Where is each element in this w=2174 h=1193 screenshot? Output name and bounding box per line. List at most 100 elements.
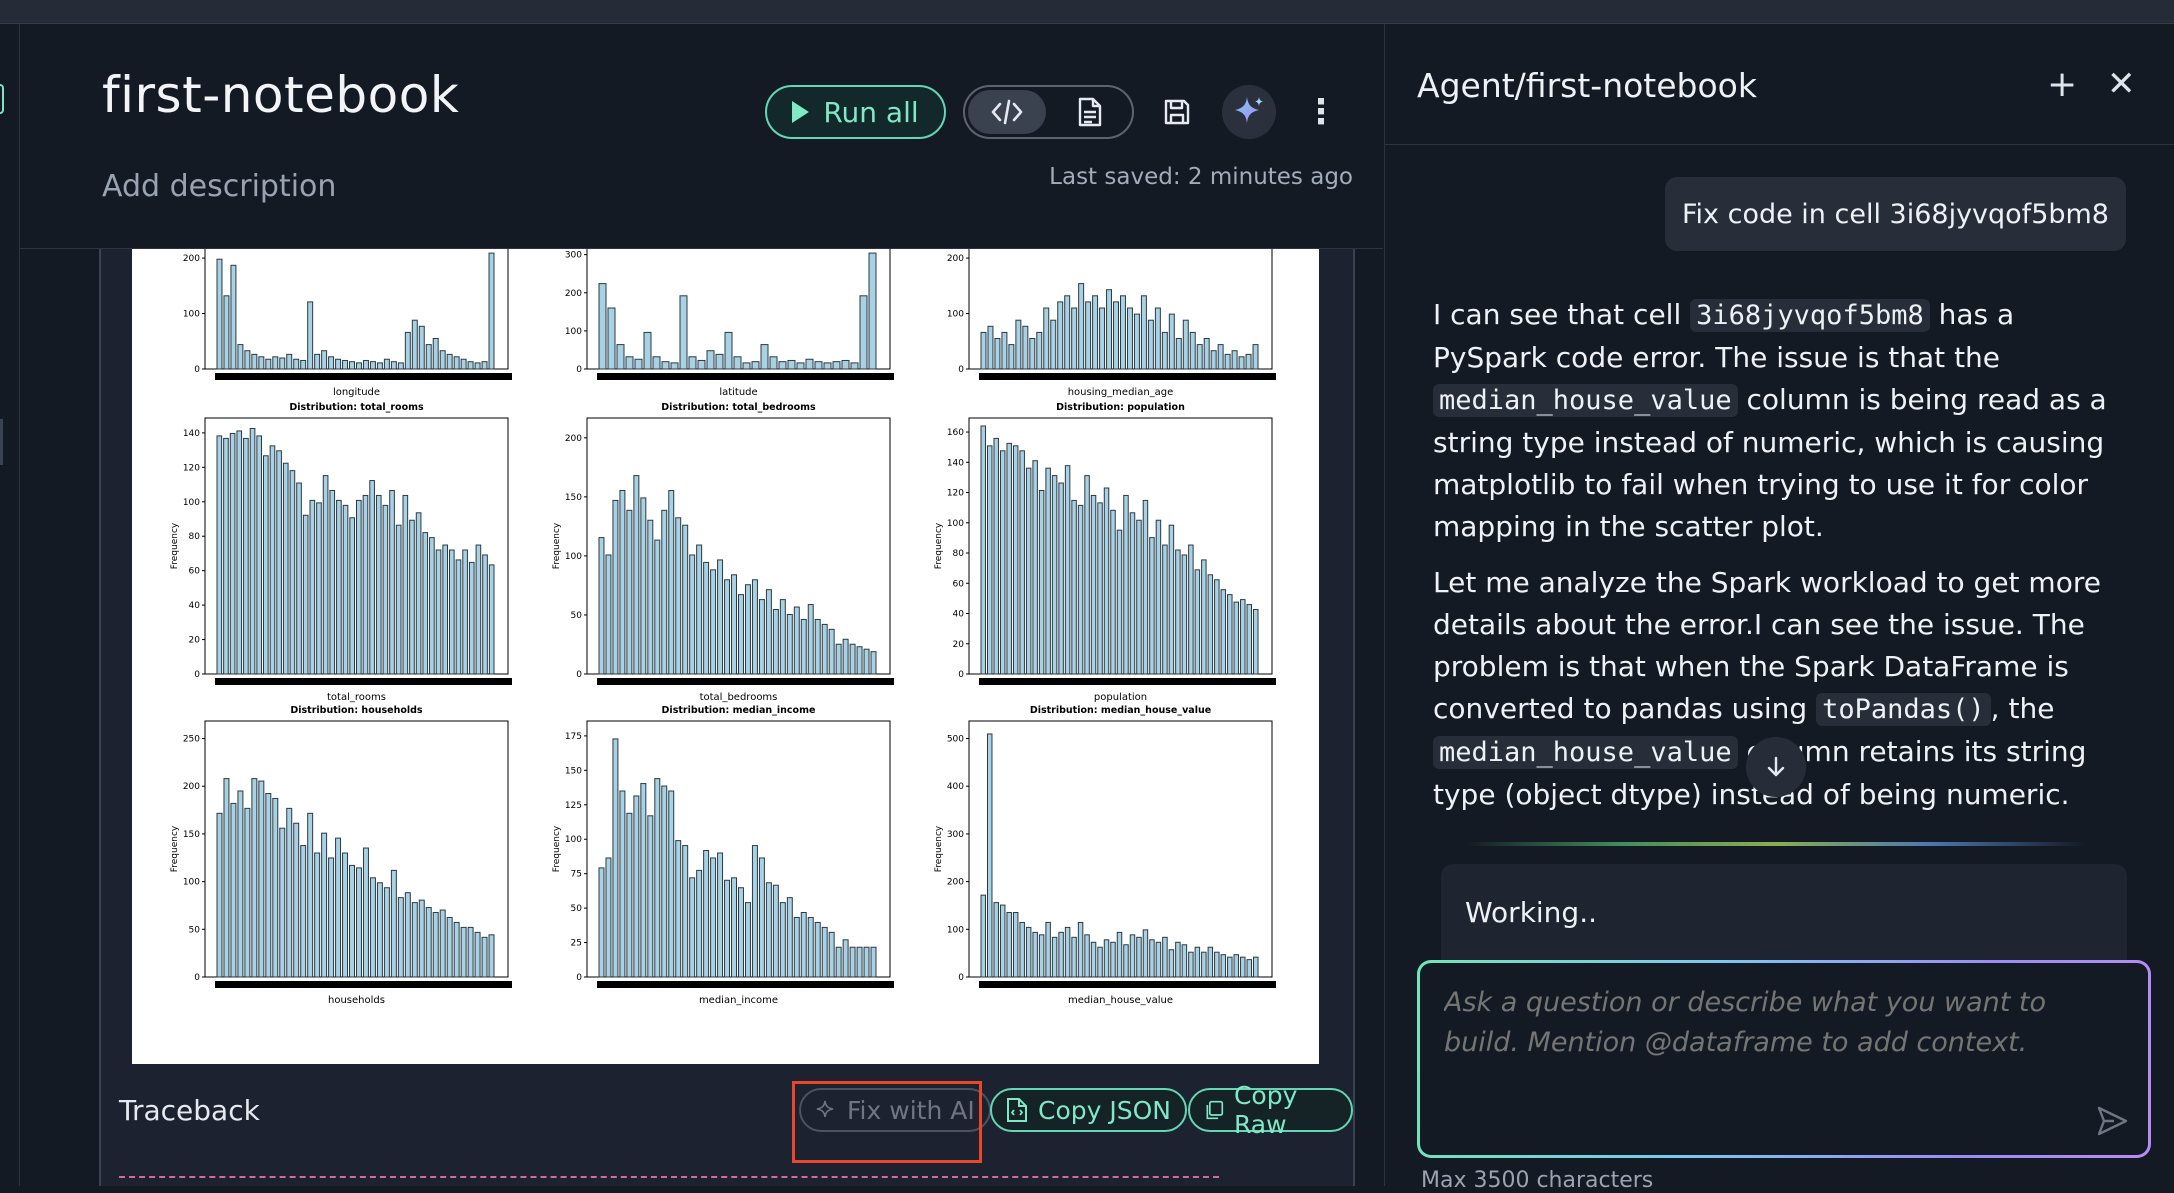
histogram-bar <box>1154 307 1161 370</box>
y-tick-label: 120 <box>183 463 200 473</box>
close-icon[interactable]: ✕ <box>2107 64 2136 104</box>
histogram-bar <box>772 884 779 978</box>
y-tick-label: 140 <box>183 429 200 439</box>
histogram-bar <box>744 902 751 978</box>
histogram-bar <box>1129 512 1136 675</box>
fix-with-ai-button[interactable]: Fix with AI <box>799 1088 991 1132</box>
histogram-bar <box>362 847 369 978</box>
histogram-bar <box>1051 936 1058 978</box>
rail-resize-handle[interactable] <box>0 419 3 465</box>
sparkle-icon <box>1235 97 1263 123</box>
inline-code: toPandas() <box>1816 693 1991 726</box>
histogram-bar <box>842 638 849 675</box>
histogram-bar <box>1071 936 1077 978</box>
y-tick-label: 100 <box>183 498 200 508</box>
histogram-bar <box>1090 494 1097 675</box>
more-vertical-icon[interactable]: ⋮ <box>1304 92 1338 132</box>
fix-with-ai-label: Fix with AI <box>847 1095 975 1125</box>
histogram-bar <box>670 362 679 370</box>
histogram-bar <box>849 643 856 675</box>
x-tick-labels-overlap <box>215 373 512 380</box>
histogram-bar <box>309 499 316 675</box>
histogram-bar <box>598 537 605 675</box>
histogram-bar <box>1227 594 1233 675</box>
histogram-bar <box>619 489 626 675</box>
working-status: Working.. <box>1441 864 2127 960</box>
histogram-bar <box>980 331 987 370</box>
histogram-bar <box>835 946 842 978</box>
histogram-bar <box>870 946 877 978</box>
histogram-bar <box>626 812 633 978</box>
notebook-description[interactable]: Add description <box>102 169 337 204</box>
save-button[interactable] <box>1150 85 1204 139</box>
histogram-bar <box>369 480 375 675</box>
histogram-bar <box>422 532 429 675</box>
histogram-bar <box>661 785 668 978</box>
ai-assistant-button[interactable] <box>1222 85 1276 139</box>
plot-title: Distribution: total_bedrooms <box>661 402 816 413</box>
histogram-bar <box>779 599 786 675</box>
send-icon[interactable] <box>2094 1103 2130 1139</box>
y-tick-label: 50 <box>571 611 583 621</box>
notebook-title[interactable]: first-notebook <box>102 66 460 124</box>
y-tick-label: 80 <box>953 549 965 559</box>
chat-input-box <box>1417 960 2151 1158</box>
y-tick-label: 150 <box>565 766 582 776</box>
code-view-button[interactable] <box>968 90 1046 134</box>
copy-raw-button[interactable]: Copy Raw <box>1188 1081 1353 1139</box>
histogram-bar <box>442 544 449 675</box>
histogram-bar <box>697 359 706 370</box>
run-all-button[interactable]: Run all <box>765 85 946 139</box>
agent-title: Agent/first-notebook <box>1417 66 1757 105</box>
histogram-bar <box>376 362 383 370</box>
histogram-bar <box>1064 295 1071 370</box>
y-tick-label: 0 <box>576 365 582 375</box>
histogram-bar <box>1025 467 1032 675</box>
histogram-bar <box>1050 319 1057 370</box>
y-tick-label: 150 <box>565 493 582 503</box>
histogram-bar <box>731 574 738 675</box>
histogram-bar <box>626 509 633 675</box>
max-characters-hint: Max 3500 characters <box>1421 1168 1654 1193</box>
scroll-to-bottom-button[interactable] <box>1746 737 1806 797</box>
histogram-bar <box>429 537 435 675</box>
document-view-button[interactable] <box>1052 90 1130 134</box>
histogram-bar <box>868 252 877 370</box>
histogram-bar <box>446 916 453 978</box>
histogram-bar <box>383 887 390 978</box>
histogram-bar <box>1155 941 1162 978</box>
histogram-bar <box>1201 559 1207 675</box>
histogram-bar <box>856 946 863 978</box>
histogram-bar <box>633 795 640 978</box>
agent-reply: I can see that cell 3i68jyvqof5bm8 has a… <box>1433 294 2133 812</box>
histogram-bar <box>1006 442 1012 675</box>
rail-tab-indicator[interactable] <box>0 84 4 114</box>
new-chat-plus-icon[interactable]: + <box>2047 64 2078 105</box>
histogram-bar <box>1168 949 1175 978</box>
histogram-bar <box>446 353 453 370</box>
histogram-bar <box>453 356 460 370</box>
y-tick-label: 200 <box>565 434 582 444</box>
histogram-bar <box>1110 509 1116 675</box>
histogram-bar <box>390 869 397 978</box>
histogram-bar <box>616 344 625 370</box>
y-tick-label: 50 <box>189 925 201 935</box>
top-bar <box>0 0 2174 24</box>
histogram-bar <box>1012 912 1019 978</box>
histogram-bar <box>375 494 382 675</box>
histogram-bar <box>800 618 807 675</box>
histogram-bar <box>987 325 994 370</box>
histogram-bar <box>1077 504 1084 675</box>
histogram-bar <box>369 877 376 978</box>
histogram-bar <box>703 561 710 675</box>
histogram-bar <box>733 356 742 370</box>
histogram-bar <box>786 897 793 978</box>
chat-input[interactable] <box>1444 983 2094 1083</box>
histogram-bar <box>328 857 335 978</box>
copy-json-button[interactable]: Copy JSON <box>990 1088 1187 1132</box>
histogram-bar <box>689 877 696 978</box>
y-tick-label: 150 <box>183 830 200 840</box>
histogram-bar <box>404 892 411 978</box>
histogram-bar <box>251 353 258 370</box>
y-tick-label: 60 <box>189 567 201 577</box>
